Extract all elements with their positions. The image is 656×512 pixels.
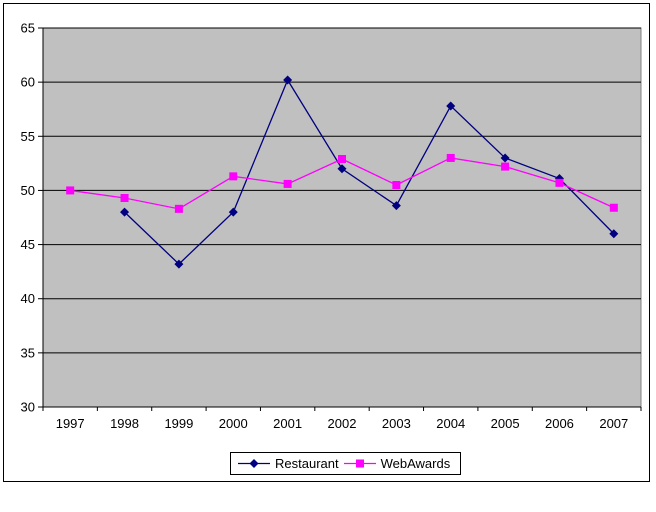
legend-entry-webawards: WebAwards [343,456,451,471]
data-point-marker-restaurant [228,207,238,217]
data-point-marker-restaurant [609,229,619,239]
data-point-marker-webawards [229,172,238,181]
x-axis-label: 2007 [599,416,628,431]
y-axis-label: 60 [21,75,35,90]
x-axis-label: 2006 [545,416,574,431]
data-point-marker-webawards [555,178,564,187]
data-point-marker-webawards [392,181,401,190]
x-axis-label: 2003 [382,416,411,431]
data-point-marker-webawards [66,186,75,195]
legend-key-marker [355,459,364,468]
legend: Restaurant WebAwards [230,452,461,475]
x-axis-label: 1999 [164,416,193,431]
x-axis-label: 2004 [436,416,465,431]
y-axis-label: 50 [21,183,35,198]
plot-area [42,27,642,408]
chart-frame: 65 60 55 50 45 40 35 30 1997 1998 1999 2000 2001 2002… [3,3,650,482]
data-point-marker-restaurant [446,101,456,111]
chart-canvas: 65 60 55 50 45 40 35 30 1997 1998 1999 2000 2001 2002… [21,21,642,431]
data-point-marker-restaurant [337,164,347,174]
restaurant-line-marker-icon [238,459,270,468]
x-axis-label: 2000 [219,416,248,431]
webawards-line-marker-icon [343,459,376,468]
y-axis-label: 55 [21,129,35,144]
data-point-marker-restaurant [174,259,184,269]
data-point-marker-restaurant [283,75,293,85]
y-axis-label: 45 [21,237,35,252]
y-axis-label: 65 [21,21,35,36]
y-axis-label: 30 [21,400,35,415]
data-point-marker-webawards [120,194,129,203]
x-axis-label: 2001 [273,416,302,431]
data-point-marker-webawards [174,204,183,213]
legend-key-marker [249,459,259,468]
x-axis-label: 2005 [491,416,520,431]
legend-entry-restaurant: Restaurant [238,457,339,470]
data-point-marker-restaurant [120,207,130,217]
data-point-marker-restaurant [500,153,510,163]
y-axis-label: 35 [21,345,35,360]
x-axis-label: 2002 [328,416,357,431]
x-axis-label: 1997 [56,416,85,431]
series-line-restaurant [124,78,615,265]
y-axis-label: 40 [21,291,35,306]
data-point-marker-webawards [446,153,455,162]
data-point-marker-webawards [338,155,346,164]
legend-label-restaurant: Restaurant [275,456,339,471]
data-point-marker-webawards [609,203,618,212]
x-axis-label: 1998 [110,416,139,431]
data-point-marker-webawards [501,162,510,171]
data-point-marker-webawards [283,179,292,188]
legend-label-webawards: WebAwards [380,456,451,471]
data-point-marker-restaurant [391,201,401,211]
